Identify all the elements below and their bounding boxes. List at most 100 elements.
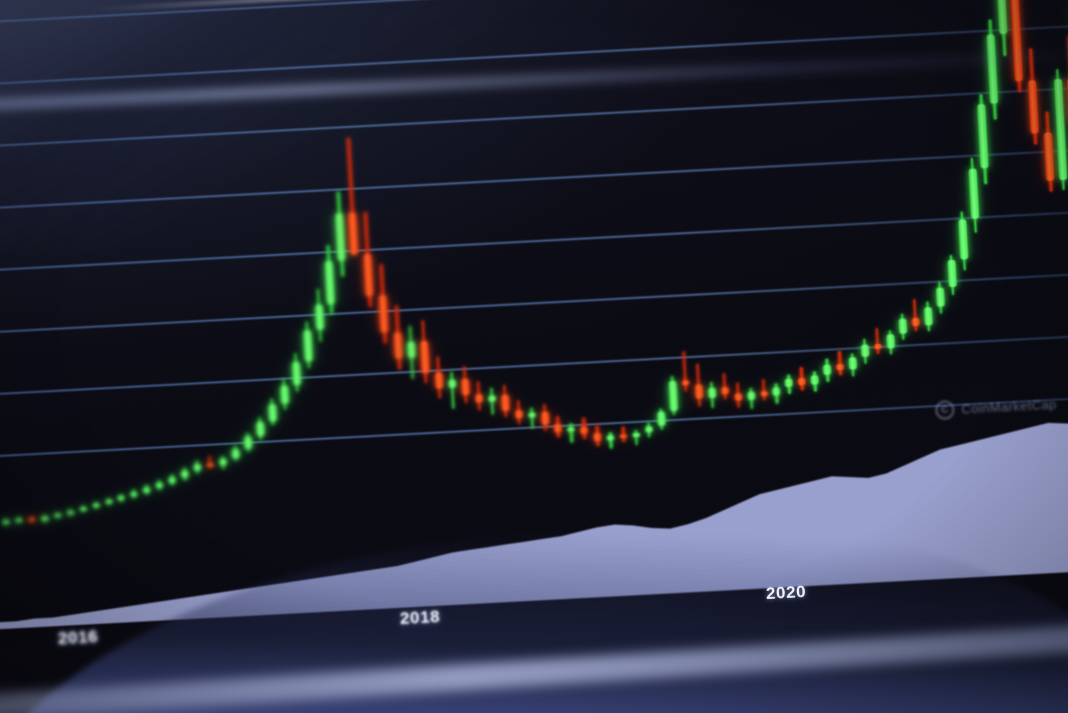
candlestick	[460, 365, 470, 403]
candlestick	[996, 0, 1009, 56]
candlestick	[104, 498, 113, 506]
candle-body	[619, 434, 628, 439]
candle-body	[348, 212, 359, 255]
candle-body	[835, 363, 845, 371]
candlestick	[554, 416, 563, 438]
candlestick	[873, 327, 883, 355]
candle-body	[935, 287, 945, 307]
candlestick	[1, 518, 11, 525]
candlestick	[848, 353, 858, 377]
candle-body	[606, 435, 615, 441]
candle-body	[1043, 132, 1055, 181]
candle-body	[759, 390, 768, 397]
gridline	[0, 82, 1068, 152]
candle-body	[797, 378, 807, 386]
candle-body	[957, 218, 968, 260]
candlestick	[772, 382, 781, 404]
candle-body	[772, 387, 781, 396]
candle-body	[632, 432, 641, 438]
candle-body	[314, 304, 324, 331]
candle-body	[873, 343, 883, 350]
candle-body	[720, 386, 729, 395]
candle-body	[746, 391, 756, 401]
candlestick	[180, 467, 190, 480]
candle-body	[707, 387, 717, 398]
candlestick	[593, 424, 602, 447]
candle-body	[460, 378, 470, 396]
candle-body	[540, 411, 550, 426]
candlestick	[822, 359, 832, 382]
candle-body	[378, 295, 389, 333]
candlestick	[279, 378, 289, 410]
candlestick	[923, 301, 933, 332]
candle-body	[527, 412, 536, 419]
candle-body	[66, 510, 75, 515]
candle-body	[593, 432, 602, 442]
candle-body	[784, 378, 794, 387]
candle-body	[291, 361, 301, 386]
candlestick	[835, 350, 845, 376]
candlestick	[243, 432, 253, 453]
x-axis-label-2016: 2016	[57, 626, 99, 649]
x-axis-label-2020: 2020	[765, 581, 807, 604]
candle-body	[14, 518, 23, 523]
candlestick	[255, 416, 265, 441]
gridline	[0, 330, 1068, 400]
candle-body	[860, 344, 870, 358]
candlestick	[619, 426, 628, 443]
candlestick	[78, 505, 88, 512]
candlestick	[759, 379, 768, 401]
candle-body	[363, 253, 374, 297]
candlestick	[957, 211, 968, 271]
candlestick	[606, 432, 615, 449]
candle-body	[1, 520, 11, 525]
candlestick	[860, 338, 870, 364]
candle-body	[434, 372, 444, 389]
candle-body	[567, 427, 576, 432]
candlestick	[644, 422, 654, 438]
candlestick	[419, 320, 430, 384]
candle-wick	[875, 327, 880, 355]
candlestick	[193, 460, 202, 474]
candle-body	[91, 503, 100, 508]
candle-body	[668, 380, 678, 411]
candlestick	[886, 330, 895, 355]
candlestick	[968, 158, 980, 233]
candlestick	[130, 489, 139, 498]
x-axis-label-2018: 2018	[399, 606, 441, 629]
candle-body	[40, 516, 49, 521]
candle-body	[393, 331, 404, 359]
candlestick	[91, 502, 100, 509]
candlestick	[291, 353, 301, 392]
candlestick	[231, 445, 240, 461]
candlestick	[720, 373, 729, 400]
candle-body	[580, 427, 589, 434]
candle-wick	[761, 379, 766, 401]
candlestick	[206, 455, 215, 468]
candle-body	[142, 487, 151, 493]
candle-wick	[569, 423, 574, 443]
candle-body	[886, 334, 895, 349]
candlestick	[40, 515, 49, 522]
candle-body	[206, 463, 215, 467]
candlestick	[392, 305, 404, 370]
candlestick	[324, 245, 336, 315]
candle-body	[325, 261, 336, 304]
candlestick	[986, 19, 999, 120]
gridline	[0, 268, 1068, 338]
candle-body	[657, 411, 666, 426]
candle-body	[1054, 79, 1068, 181]
watermark-text: CoinMarketCap	[960, 396, 1058, 417]
candlestick	[632, 429, 641, 445]
candlestick	[947, 254, 957, 296]
candle-body	[554, 424, 563, 433]
candlestick	[733, 382, 743, 408]
candlestick	[784, 374, 794, 395]
candle-body	[487, 395, 497, 402]
candle-body	[681, 380, 690, 386]
candle-body	[168, 477, 177, 484]
candlestick	[14, 516, 23, 523]
candlestick	[142, 485, 151, 495]
candlestick	[977, 93, 990, 185]
coin-logo-icon: C	[934, 400, 955, 421]
